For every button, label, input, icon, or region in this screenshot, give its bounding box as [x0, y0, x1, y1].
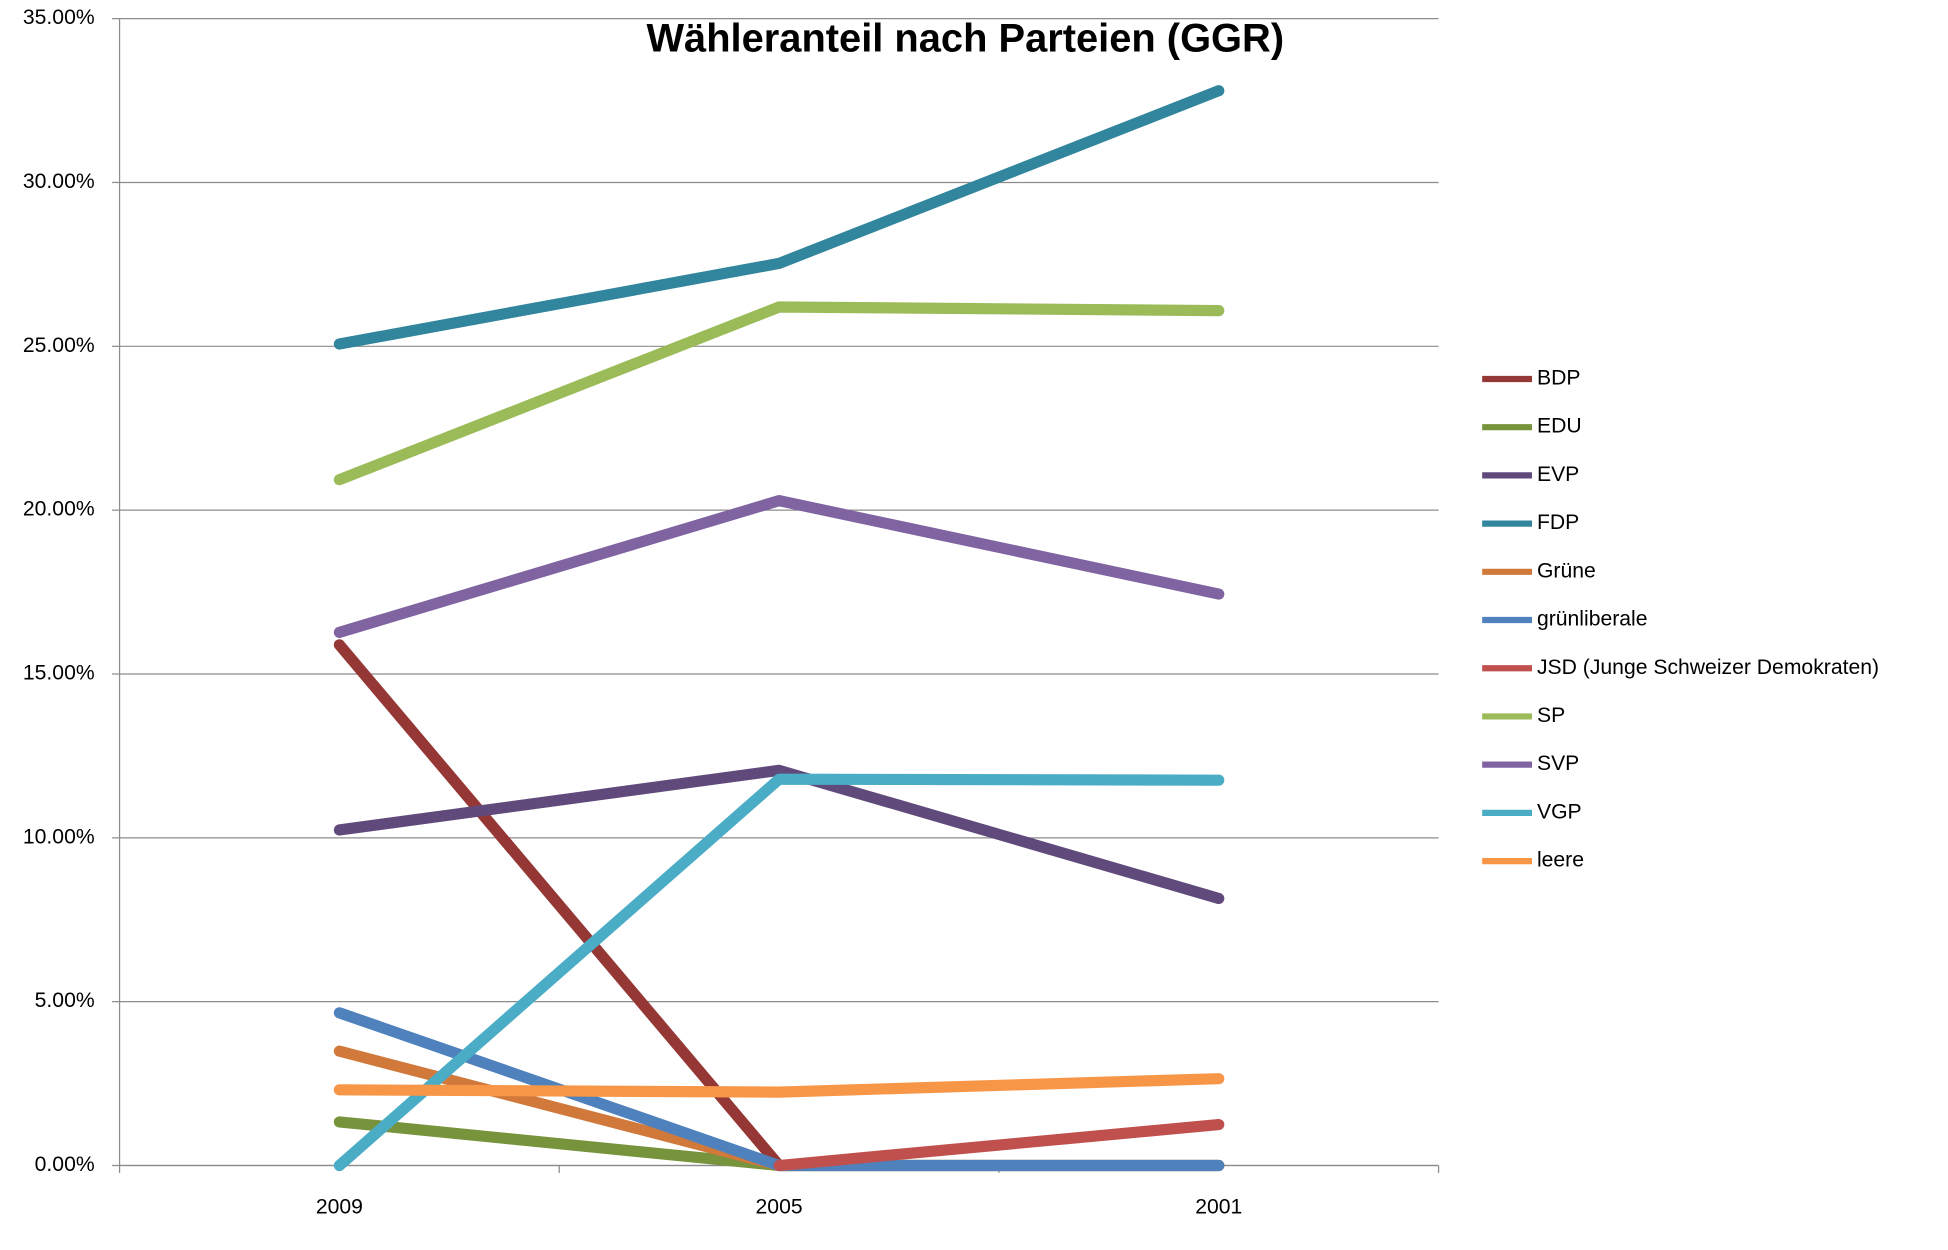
legend-label: BDP [1537, 367, 1580, 390]
chart-title: Wähleranteil nach Parteien (GGR) [646, 17, 1284, 61]
series-line [773, 1118, 1225, 1172]
y-tick-label: 15.00% [23, 662, 95, 685]
legend-label: FDP [1537, 511, 1579, 534]
y-tick-label: 30.00% [23, 170, 95, 193]
legend-label: EVP [1537, 463, 1579, 486]
series-line [333, 85, 1225, 350]
series-line [333, 1045, 1225, 1172]
x-tick-label: 2005 [756, 1195, 803, 1218]
series-line [333, 764, 1225, 905]
legend-label: Grüne [1537, 559, 1596, 582]
y-tick-label: 5.00% [35, 989, 95, 1012]
x-tick-label: 2001 [1195, 1195, 1242, 1218]
y-tick-label: 35.00% [23, 6, 95, 29]
series-line [333, 495, 1225, 638]
legend-label: SVP [1537, 752, 1579, 775]
legend-label: JSD (Junge Schweizer Demokraten) [1537, 656, 1879, 679]
legend-label: VGP [1537, 800, 1582, 823]
series-line [333, 301, 1225, 486]
series-line [333, 1073, 1225, 1098]
y-tick-label: 10.00% [23, 825, 95, 848]
x-tick-label: 2009 [316, 1195, 363, 1218]
y-tick-label: 20.00% [23, 498, 95, 521]
y-tick-label: 25.00% [23, 334, 95, 357]
y-tick-label: 0.00% [35, 1153, 95, 1176]
legend-label: EDU [1537, 415, 1582, 438]
series-line [333, 773, 1225, 1172]
legend-label: grünliberale [1537, 608, 1648, 631]
legend-label: leere [1537, 849, 1584, 872]
series-line [333, 639, 785, 1172]
legend-label: SP [1537, 704, 1565, 727]
